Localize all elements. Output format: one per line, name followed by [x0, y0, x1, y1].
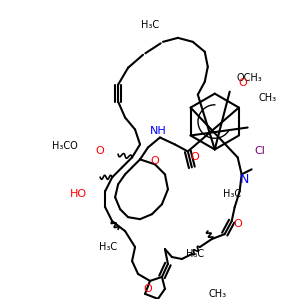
Text: O: O: [190, 152, 199, 162]
Text: H₃C: H₃C: [141, 20, 159, 30]
Text: Cl: Cl: [254, 146, 265, 156]
Text: O: O: [151, 156, 159, 167]
Text: O: O: [96, 146, 105, 156]
Text: H₃CO: H₃CO: [52, 141, 78, 152]
Text: O: O: [238, 78, 247, 88]
Text: H₃C: H₃C: [186, 249, 204, 259]
Text: H₃C: H₃C: [99, 242, 117, 252]
Text: NH: NH: [150, 127, 166, 136]
Text: H₃C: H₃C: [223, 189, 241, 199]
Text: CH₃: CH₃: [259, 93, 277, 103]
Text: O: O: [144, 284, 152, 294]
Text: CH₃: CH₃: [209, 289, 227, 299]
Text: N: N: [240, 173, 249, 186]
Text: OCH₃: OCH₃: [237, 73, 262, 83]
Text: HO: HO: [70, 189, 87, 199]
Text: O: O: [233, 219, 242, 229]
